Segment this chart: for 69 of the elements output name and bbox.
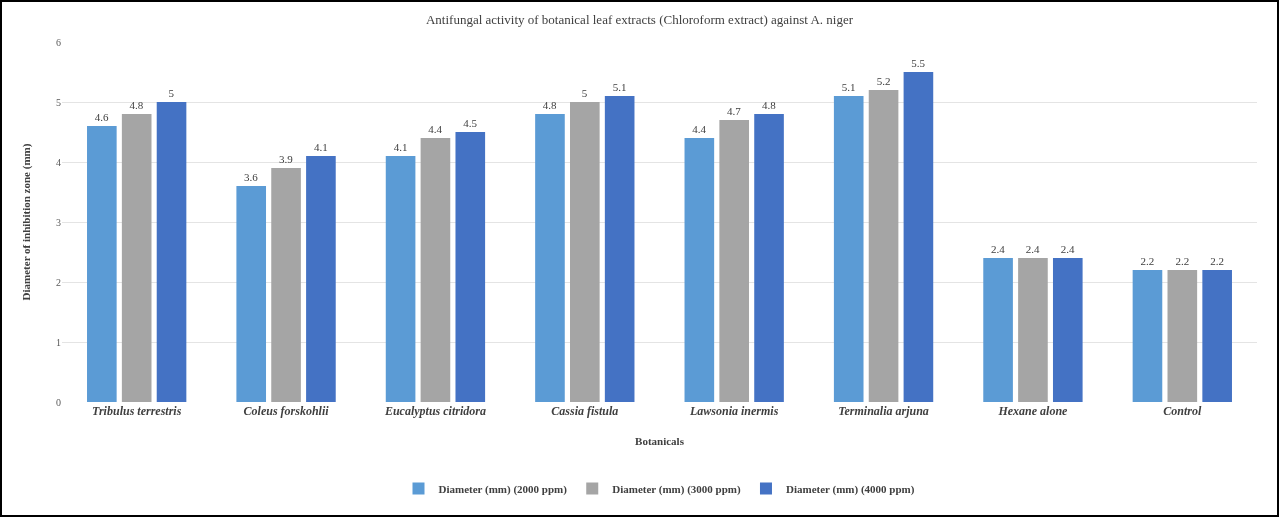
x-axis-title: Botanicals: [635, 435, 685, 447]
data-label: 5.5: [911, 57, 926, 69]
y-axis-title: Diameter of inhibition zone (mm): [20, 143, 33, 301]
x-tick-label: Tribulus terrestris: [92, 404, 182, 418]
data-label: 2.4: [1025, 243, 1041, 255]
y-tick-label: 3: [56, 216, 61, 228]
bar: [535, 114, 565, 402]
data-label: 4.6: [94, 111, 109, 123]
x-tick-label: Hexane alone: [997, 404, 1069, 418]
data-label: 5: [581, 87, 588, 99]
legend-label: Diameter (mm) (3000 ppm): [612, 482, 741, 496]
data-label: 2.2: [1175, 255, 1190, 267]
x-tick-label: Cassia fistula: [551, 404, 619, 418]
y-tick-label: 5: [56, 96, 61, 108]
bar: [87, 126, 117, 402]
data-label: 5: [168, 87, 175, 99]
bar: [1167, 270, 1198, 402]
data-label: 4.8: [542, 99, 558, 111]
chart-title: Antifungal activity of botanical leaf extracts (Chloroform extract) against A. niger: [425, 11, 854, 27]
bar: [1132, 270, 1163, 402]
data-label: 5.2: [876, 75, 891, 87]
bar: [236, 186, 267, 402]
x-tick-label: Control: [1163, 404, 1202, 418]
bar: [719, 120, 749, 402]
bar: [903, 72, 934, 402]
data-label: 3.6: [244, 171, 259, 183]
data-label: 4.4: [692, 123, 707, 135]
data-label: 2.2: [1140, 255, 1155, 267]
data-label: 4.1: [314, 141, 328, 153]
data-label: 4.7: [727, 105, 742, 117]
bar: [1018, 258, 1048, 402]
legend-label: Diameter (mm) (4000 ppm): [785, 482, 915, 496]
bar: [983, 258, 1013, 402]
y-tick-label: 6: [56, 36, 61, 48]
x-tick-label: Coleus forskohlii: [243, 404, 330, 418]
data-label: 4.1: [393, 141, 408, 153]
data-label: 4.5: [463, 117, 478, 129]
bar: [833, 96, 864, 402]
bar: [604, 96, 635, 402]
legend-label: Diameter (mm) (2000 ppm): [438, 482, 568, 496]
bar: [121, 114, 152, 402]
bar: [306, 156, 336, 402]
y-tick-label: 2: [56, 276, 61, 288]
data-label: 4.8: [129, 99, 144, 111]
data-label: 4.4: [428, 123, 443, 135]
bar: [420, 138, 451, 402]
bar: [455, 132, 486, 402]
bar: [385, 156, 416, 402]
bar: [1052, 258, 1083, 402]
x-tick-label: Lawsonia inermis: [689, 404, 779, 418]
bar: [868, 90, 899, 402]
y-tick-label: 4: [56, 156, 61, 168]
data-label: 2.4: [990, 243, 1006, 255]
y-tick-label: 0: [56, 396, 61, 408]
x-tick-label: Eucalyptus citridora: [383, 404, 486, 418]
bar: [1202, 270, 1232, 402]
bar: [156, 102, 187, 402]
bar: [754, 114, 784, 402]
data-label: 4.8: [761, 99, 777, 111]
data-label: 2.4: [1060, 243, 1075, 255]
bar: [570, 102, 600, 402]
data-label: 5.1: [841, 81, 856, 93]
y-tick-label: 1: [56, 336, 61, 348]
x-tick-label: Terminalia arjuna: [838, 404, 929, 418]
data-label: 5.1: [612, 81, 627, 93]
data-label: 3.9: [278, 153, 294, 165]
data-label: 2.2: [1210, 255, 1225, 267]
bar: [271, 168, 301, 402]
bar: [684, 138, 715, 402]
